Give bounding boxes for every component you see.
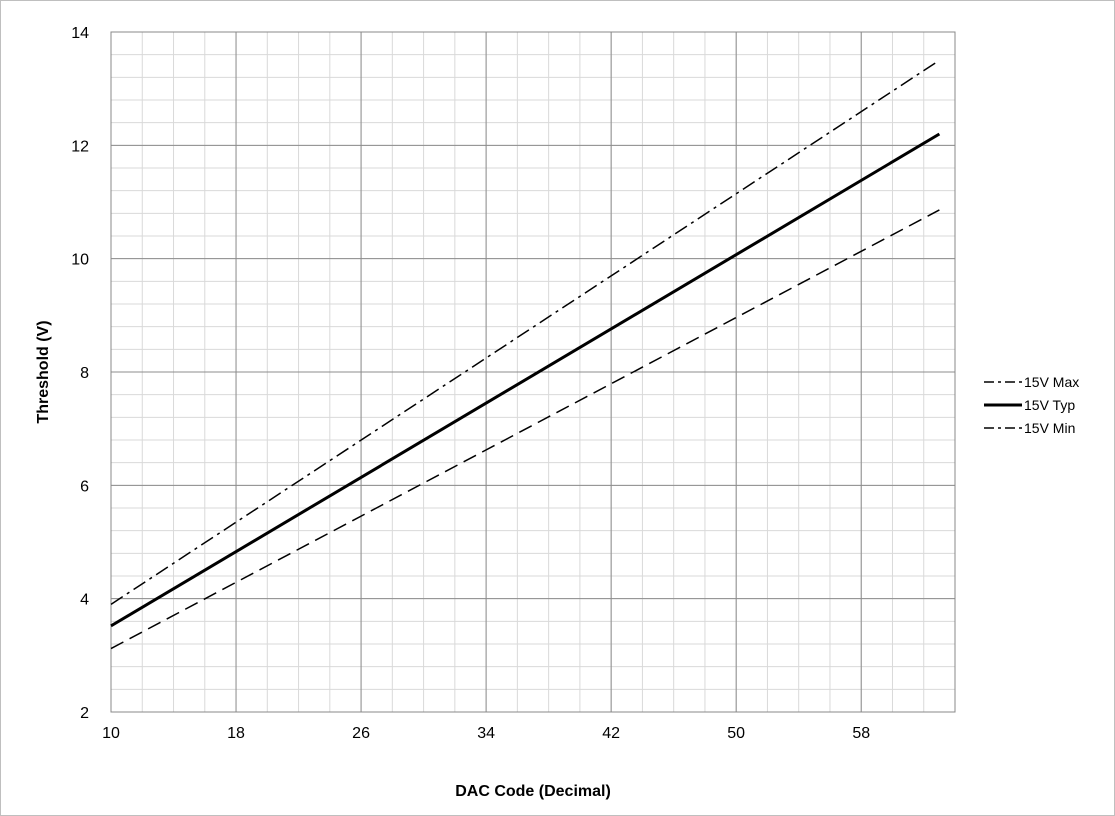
y-axis-ticks: 2 4 6 8 10 12 14 [71, 25, 89, 722]
legend: 15V Max 15V Typ 15V Min [984, 374, 1079, 436]
x-tick-label: 50 [727, 725, 745, 742]
y-tick-label: 6 [80, 478, 89, 495]
series-line-0 [110, 59, 940, 605]
y-tick-label: 14 [71, 25, 89, 42]
y-axis-title: Threshold (V) [35, 320, 52, 423]
x-tick-label: 18 [227, 725, 245, 742]
y-tick-label: 4 [80, 592, 89, 609]
x-tick-label: 58 [852, 725, 870, 742]
legend-label-0: 15V Max [1024, 374, 1079, 390]
x-axis-title: DAC Code (Decimal) [455, 783, 611, 800]
y-tick-label: 10 [71, 252, 89, 269]
x-axis-ticks: 10 18 26 34 42 50 58 [102, 725, 870, 742]
y-tick-label: 2 [80, 705, 89, 722]
series-lines [110, 59, 941, 650]
legend-label-2: 15V Min [1024, 420, 1075, 436]
series-line-1 [110, 132, 941, 628]
y-tick-label: 12 [71, 138, 89, 155]
plot-area-border [110, 31, 956, 713]
x-tick-label: 34 [477, 725, 495, 742]
series-line-2 [110, 209, 940, 650]
x-tick-label: 10 [102, 725, 120, 742]
x-tick-label: 42 [602, 725, 620, 742]
y-tick-label: 8 [80, 365, 89, 382]
x-tick-label: 26 [352, 725, 370, 742]
legend-label-1: 15V Typ [1024, 397, 1075, 413]
